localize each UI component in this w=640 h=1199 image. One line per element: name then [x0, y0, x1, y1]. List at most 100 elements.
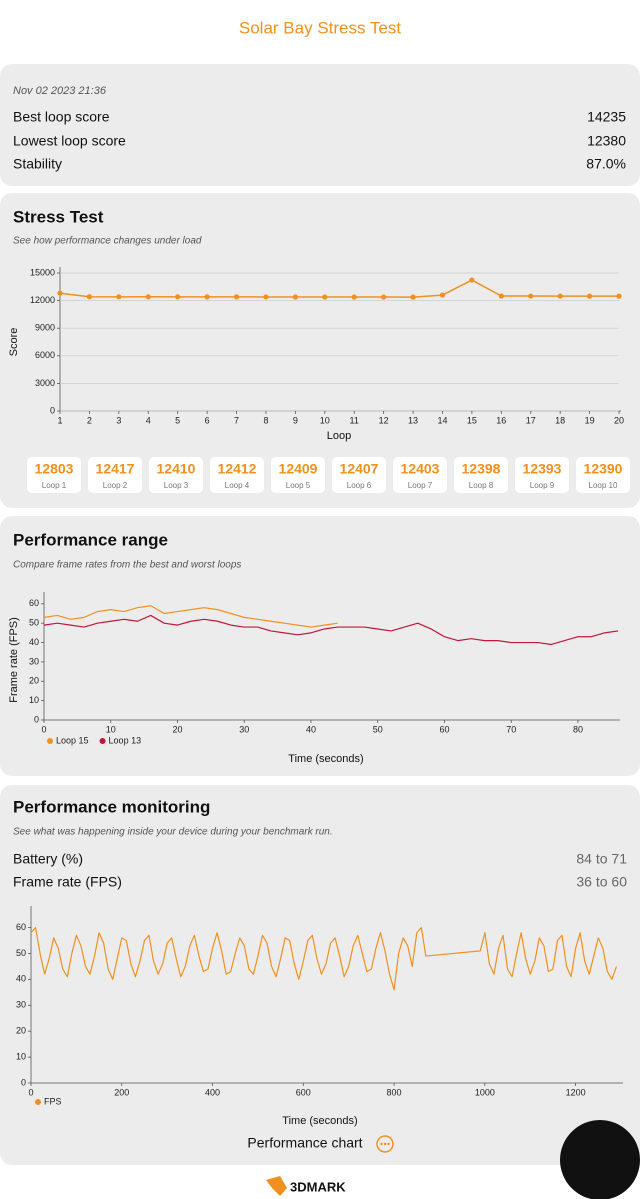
- loop-score: 12409: [279, 461, 318, 477]
- loop-card: [576, 457, 630, 493]
- loop-label: Loop 4: [225, 481, 250, 490]
- dot: [383, 1142, 387, 1146]
- row-label: Battery (%): [13, 851, 83, 867]
- x-tick-label: 15: [467, 415, 477, 425]
- point: [204, 294, 210, 300]
- point: [57, 290, 63, 296]
- section-subtitle: See how performance changes under load: [13, 236, 202, 247]
- series-line: [30, 926, 618, 991]
- page-title: Solar Bay Stress Test: [239, 18, 401, 37]
- x-tick-label: 16: [496, 415, 506, 425]
- x-tick-label: 17: [526, 415, 536, 425]
- loop-label: Loop 1: [42, 481, 67, 490]
- x-tick-label: 4: [146, 415, 151, 425]
- button-label[interactable]: Performance chart: [247, 1135, 362, 1151]
- point: [469, 277, 475, 283]
- point: [292, 294, 298, 300]
- point: [322, 294, 328, 300]
- x-axis-label: Time (seconds): [282, 1115, 357, 1127]
- point: [351, 294, 357, 300]
- x-tick-label: 1000: [475, 1087, 495, 1097]
- x-tick-label: 1: [57, 415, 62, 425]
- loop-card: [27, 457, 81, 493]
- x-tick-label: 8: [263, 415, 268, 425]
- x-tick-label: 10: [106, 724, 116, 734]
- loop-label: Loop 7: [408, 481, 433, 490]
- y-tick-label: 0: [34, 714, 39, 724]
- x-tick-label: 70: [506, 724, 516, 734]
- point: [145, 294, 151, 300]
- loop-card: [149, 457, 203, 493]
- loop-label: Loop 9: [530, 481, 555, 490]
- y-tick-label: 12000: [30, 295, 55, 305]
- y-tick-label: 30: [16, 1000, 26, 1010]
- x-tick-label: 3: [116, 415, 121, 425]
- performance-chart-button[interactable]: Performance chart: [247, 1135, 394, 1153]
- x-tick-label: 10: [320, 415, 330, 425]
- y-tick-label: 40: [16, 974, 26, 984]
- loop-card: [332, 457, 386, 493]
- summary-card: [0, 64, 640, 186]
- loop-label: Loop 6: [347, 481, 372, 490]
- y-tick-label: 3000: [35, 378, 55, 388]
- legend-swatch: [35, 1099, 41, 1105]
- x-tick-label: 20: [172, 724, 182, 734]
- more-icon[interactable]: [376, 1135, 394, 1153]
- x-tick-label: 60: [439, 724, 449, 734]
- x-tick-label: 400: [205, 1087, 220, 1097]
- y-tick-label: 20: [16, 1026, 26, 1036]
- loop-card: [454, 457, 508, 493]
- x-tick-label: 80: [573, 724, 583, 734]
- row-value: 14235: [587, 109, 626, 125]
- y-tick-label: 40: [29, 637, 39, 647]
- watermark: [560, 1120, 640, 1199]
- dot: [387, 1142, 390, 1146]
- x-tick-label: 30: [239, 724, 249, 734]
- section-title: Performance range: [13, 530, 168, 549]
- x-tick-label: 800: [387, 1087, 402, 1097]
- y-tick-label: 15000: [30, 267, 55, 277]
- series-line: [43, 614, 619, 646]
- loop-score: 12803: [35, 461, 74, 477]
- loop-card: [88, 457, 142, 493]
- section-subtitle: See what was happening inside your devic…: [13, 827, 333, 838]
- x-tick-label: 0: [41, 724, 46, 734]
- loop-score: 12410: [157, 461, 196, 477]
- point: [498, 293, 504, 299]
- x-tick-label: 20: [614, 415, 624, 425]
- loop-score: 12407: [340, 461, 379, 477]
- x-axis-label: Loop: [327, 430, 351, 442]
- section-title: Stress Test: [13, 207, 104, 226]
- y-tick-label: 9000: [35, 323, 55, 333]
- loop-score: 12412: [218, 461, 257, 477]
- x-tick-label: 14: [437, 415, 447, 425]
- point: [86, 294, 93, 300]
- y-tick-label: 50: [16, 948, 26, 958]
- loop-score: 12403: [401, 461, 440, 477]
- x-tick-label: 5: [175, 415, 180, 425]
- loop-label: Loop 2: [103, 481, 128, 490]
- x-tick-label: 18: [555, 415, 565, 425]
- x-tick-label: 7: [234, 415, 239, 425]
- legend-label: Loop 13: [109, 735, 142, 745]
- point: [263, 294, 269, 300]
- y-tick-label: 6000: [35, 350, 55, 360]
- x-tick-label: 600: [296, 1087, 311, 1097]
- y-tick-label: 50: [29, 618, 39, 628]
- x-tick-label: 40: [306, 724, 316, 734]
- y-tick-label: 20: [29, 676, 39, 686]
- legend-swatch: [99, 738, 106, 744]
- loop-card: [210, 457, 264, 493]
- legend-swatch: [47, 738, 53, 744]
- x-tick-label: 200: [114, 1087, 129, 1097]
- row-label: Lowest loop score: [13, 133, 126, 149]
- y-tick-label: 0: [21, 1077, 26, 1087]
- loop-card: [271, 457, 325, 493]
- point: [439, 292, 446, 298]
- loop-score: 12390: [584, 461, 623, 477]
- y-tick-label: 60: [29, 598, 39, 608]
- loop-label: Loop 10: [589, 481, 618, 490]
- point: [557, 293, 563, 299]
- point: [233, 294, 240, 300]
